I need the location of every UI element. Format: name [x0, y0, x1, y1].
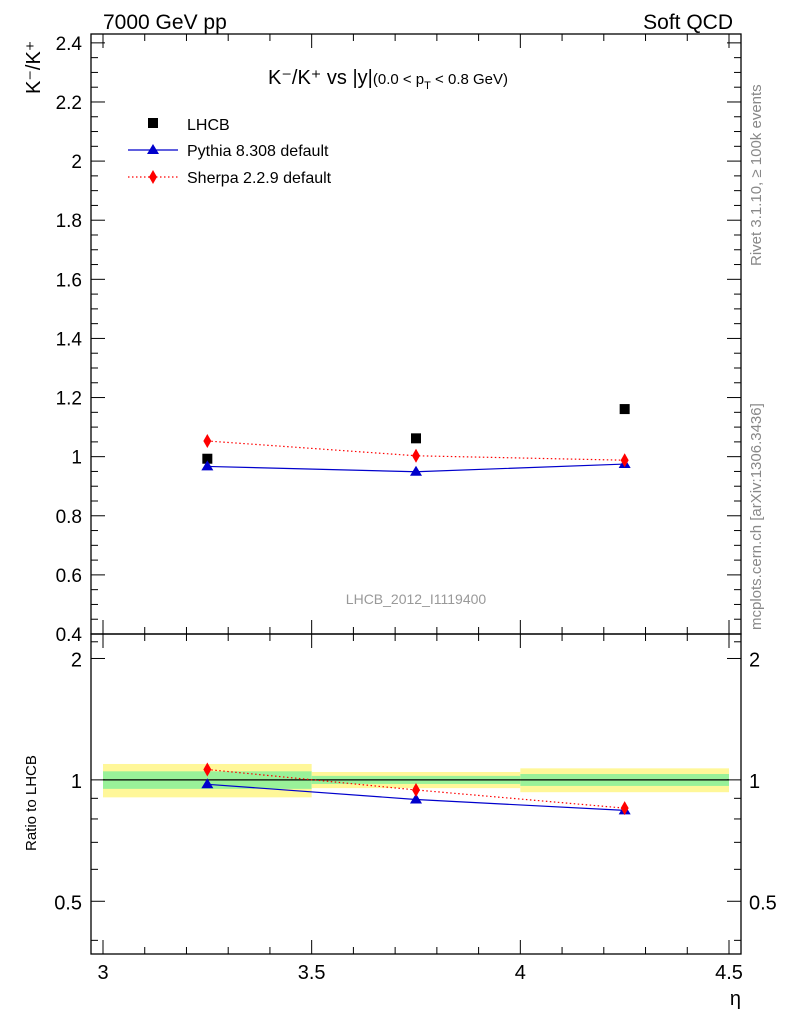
main-ticks: 0.4 0.6 0.8 1 1.2 1.4 1.6 1.8 2 2.2 2.4	[56, 34, 741, 646]
main-panel: LHCB_2012_I1119400 K⁻/K⁺ vs |y|(0.0 < pT…	[23, 33, 742, 646]
ratio-frame	[90, 633, 742, 955]
ratio-xlabel: η	[730, 988, 741, 1010]
main-ytick-label: 1.8	[56, 211, 82, 232]
ratio-ticks: 0.5 0.5 1 1 2 2 3 3.5 4 4.5	[54, 634, 777, 984]
main-title-text: K⁻/K⁺ vs |y|	[268, 67, 373, 89]
main-point-sherpa	[412, 448, 420, 463]
legend-item-sherpa: Sherpa 2.2.9 default	[128, 170, 332, 187]
main-point-lhcb	[619, 404, 630, 415]
main-title-subtext: (0.0 < p	[373, 71, 424, 88]
main-ytick-label: 1.6	[56, 270, 82, 291]
ratio-point-sherpa	[620, 801, 629, 816]
main-ylabel: K⁻/K⁺	[23, 41, 45, 94]
main-ytick-label: 2	[71, 152, 82, 173]
main-title: K⁻/K⁺ vs |y|(0.0 < pT < 0.8 GeV)	[268, 67, 508, 92]
main-point-sherpa	[620, 453, 629, 468]
header-collision-label: 7000 GeV pp	[103, 11, 227, 34]
ratio-point-sherpa	[203, 762, 212, 777]
main-ytick-label: 0.8	[56, 507, 82, 528]
ratio-ytick-label-right: 1	[749, 771, 760, 793]
rivet-version-label: Rivet 3.1.10, ≥ 100k events	[748, 84, 765, 266]
legend-item-pythia: Pythia 8.308 default	[128, 143, 329, 160]
ratio-point-sherpa	[412, 782, 420, 797]
ratio-point-pythia	[410, 793, 422, 804]
ratio-ytick-label: 0.5	[54, 892, 82, 914]
ratio-point-pythia	[201, 778, 214, 789]
ratio-panel: 0.5 0.5 1 1 2 2 3 3.5 4 4.5 Ratio to LHCB η	[23, 633, 777, 1010]
legend-marker-pythia	[147, 144, 159, 154]
ratio-xtick-label: 3	[97, 962, 108, 984]
main-ytick-label: 1.2	[56, 389, 82, 410]
ratio-ytick-label-right: 2	[749, 649, 760, 671]
legend-label-lhcb: LHCB	[187, 117, 230, 134]
ratio-ytick-label: 1	[71, 771, 82, 793]
main-ytick-label: 0.6	[56, 566, 82, 587]
main-point-pythia	[410, 465, 422, 476]
ratio-xtick-label: 3.5	[298, 962, 326, 984]
main-point-lhcb	[411, 433, 421, 444]
main-title-subscript: T	[424, 80, 431, 92]
main-ytick-label: 1.4	[56, 329, 83, 350]
main-point-lhcb	[202, 453, 213, 464]
ratio-xtick-label: 4.5	[715, 962, 743, 984]
main-point-pythia	[201, 460, 214, 471]
main-point-sherpa	[203, 433, 212, 448]
legend-item-lhcb: LHCB	[148, 117, 230, 134]
main-title-subtail: < 0.8 GeV)	[431, 71, 508, 88]
ratio-xtick-label: 4	[515, 962, 526, 984]
ratio-ytick-label-right: 0.5	[749, 892, 777, 914]
legend-label-sherpa: Sherpa 2.2.9 default	[187, 170, 332, 187]
main-ytick-label: 2.2	[56, 93, 82, 114]
ratio-ytick-label: 2	[71, 649, 82, 671]
main-watermark: LHCB_2012_I1119400	[346, 591, 487, 607]
ratio-line-sherpa	[207, 768, 625, 809]
legend-label-pythia: Pythia 8.308 default	[187, 143, 329, 160]
ratio-ylabel: Ratio to LHCB	[23, 755, 40, 851]
main-ytick-label: 0.4	[56, 625, 83, 646]
main-ytick-label: 1	[71, 448, 82, 469]
source-label: mcplots.cern.ch [arXiv:1306.3436]	[748, 403, 765, 630]
ratio-series	[201, 762, 631, 816]
legend: LHCB Pythia 8.308 default Sherpa 2.2.9 d…	[128, 117, 332, 187]
main-ytick-label: 2.4	[56, 34, 83, 55]
main-series	[201, 404, 631, 476]
header-category-label: Soft QCD	[643, 11, 733, 34]
legend-marker-lhcb	[148, 118, 158, 128]
legend-marker-sherpa	[149, 170, 157, 184]
